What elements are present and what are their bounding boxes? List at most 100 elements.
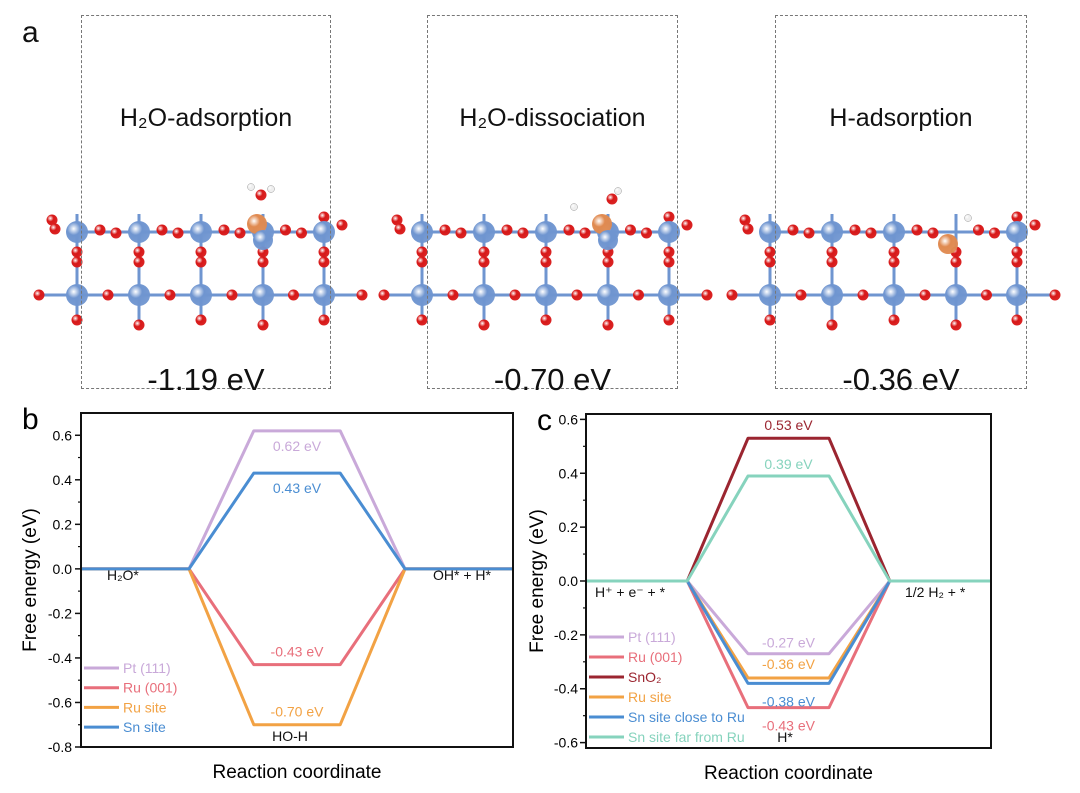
oxygen-atom xyxy=(927,227,939,239)
state-label: 1/2 H₂ + * xyxy=(905,584,966,600)
oxygen-atom xyxy=(563,224,575,236)
y-tick-label: -0.2 xyxy=(48,605,72,621)
oxygen-atom xyxy=(416,246,428,258)
oxygen-atom xyxy=(602,256,614,268)
oxygen-atom xyxy=(288,289,299,301)
panel-letter-b: b xyxy=(22,403,39,436)
oxygen-atom xyxy=(973,224,984,236)
energy-value-label: 0.43 eV xyxy=(273,480,322,496)
hydrogen-atom xyxy=(570,203,578,211)
y-tick-label: -0.2 xyxy=(554,627,578,643)
oxygen-atom xyxy=(164,289,176,301)
structure-panel-3 xyxy=(726,211,1061,331)
stage-energy: -0.70 eV xyxy=(493,362,612,397)
legend-label: Pt (111) xyxy=(628,629,676,645)
series-line-3 xyxy=(81,471,513,571)
chart-c: c 0.6 0.4 0.2 0.0 -0.2 -0.4 -0.6 Free energy (eV… xyxy=(527,404,992,784)
oxygen-atom xyxy=(156,224,168,236)
structure-panel-1 xyxy=(33,183,368,331)
stage-energy: -1.19 eV xyxy=(147,362,265,397)
series-line-5 xyxy=(586,474,991,583)
legend-label: Pt (111) xyxy=(123,660,171,676)
metal-atom xyxy=(313,221,335,243)
metal-atom xyxy=(313,284,335,306)
hydrogen-atom xyxy=(267,185,275,193)
oxygen-atom xyxy=(641,227,652,239)
metal-atom xyxy=(473,284,495,306)
oxygen-atom xyxy=(296,227,307,239)
metal-atom xyxy=(821,221,843,243)
oxygen-atom xyxy=(540,314,552,326)
oxygen-atom xyxy=(950,256,962,268)
oxygen-atom xyxy=(681,219,693,231)
metal-atom xyxy=(190,221,212,243)
legend-label: Sn site close to Ru xyxy=(628,709,745,725)
oxygen-atom xyxy=(501,224,513,236)
oxygen-atom xyxy=(579,227,591,239)
legend-label: Sn site xyxy=(123,719,166,735)
stage-box-adsorption: H₂O-adsorption -1.19 eV xyxy=(81,15,331,397)
legend-label: Ru (001) xyxy=(123,680,177,696)
oxygen-atom xyxy=(46,214,58,226)
y-tick-label: 0.0 xyxy=(559,573,579,589)
oxygen-atom xyxy=(172,227,184,239)
hydrogen-atom xyxy=(247,183,255,191)
x-axis-label: Reaction coordinate xyxy=(213,762,382,783)
oxygen-atom xyxy=(919,289,931,301)
oxygen-atom xyxy=(739,214,751,226)
panel-letter-a: a xyxy=(22,16,39,49)
stage-title: H₂O-dissociation xyxy=(459,104,646,132)
metal-atom xyxy=(1006,284,1028,306)
oxygen-atom xyxy=(455,227,467,239)
metal-atom xyxy=(821,284,843,306)
stage-box-dissociation: H₂O-dissociation -0.70 eV xyxy=(427,15,678,397)
oxygen-atom xyxy=(950,319,962,331)
oxygen-atom xyxy=(911,224,923,236)
oxygen-atom xyxy=(764,246,776,258)
stage-title: H-adsorption xyxy=(829,104,973,132)
dopant-atom xyxy=(938,234,958,254)
metal-atom xyxy=(597,284,619,306)
oxygen-atom xyxy=(102,289,114,301)
oxygen-atom xyxy=(478,246,490,258)
metal-atom xyxy=(598,230,618,250)
energy-value-label: 0.53 eV xyxy=(764,417,813,433)
y-tick-label: -0.4 xyxy=(554,681,578,697)
y-tick-label: 0.2 xyxy=(559,519,579,535)
energy-value-label: -0.38 eV xyxy=(762,693,816,709)
legend-label: Ru site xyxy=(123,699,167,715)
oxygen-atom xyxy=(1011,246,1023,258)
energy-value-label: -0.36 eV xyxy=(762,656,816,672)
oxygen-atom xyxy=(257,319,269,331)
oxygen-atom xyxy=(1011,211,1023,223)
metal-atom xyxy=(66,284,88,306)
oxygen-atom xyxy=(633,289,644,301)
energy-value-label: -0.27 eV xyxy=(762,635,816,651)
oxygen-atom xyxy=(133,256,145,268)
oxygen-atom xyxy=(888,314,900,326)
oxygen-atom xyxy=(888,246,900,258)
oxygen-atom xyxy=(416,256,428,268)
oxygen-atom xyxy=(1011,256,1023,268)
energy-value-label: 0.39 eV xyxy=(764,456,813,472)
oxygen-atom xyxy=(439,224,451,236)
legend-label: Ru site xyxy=(628,689,672,705)
metal-atom xyxy=(66,221,88,243)
legend-label: SnO₂ xyxy=(628,669,661,685)
oxygen-atom xyxy=(701,289,713,301)
oxygen-atom xyxy=(478,319,490,331)
state-label: HO-H xyxy=(272,728,308,744)
legend-label: Ru (001) xyxy=(628,649,682,665)
stage-title: H₂O-adsorption xyxy=(119,104,293,132)
oxygen-atom xyxy=(234,227,246,239)
oxygen-atom xyxy=(517,227,529,239)
oxygen-atom xyxy=(865,227,877,239)
y-tick-label: -0.8 xyxy=(48,739,72,755)
oxygen-atom xyxy=(257,256,269,268)
oxygen-atom xyxy=(94,224,106,236)
chart-b: b 0.6 0.4 0.2 0.0 -0.2 -0.4 -0.6 -0.8 Free energy… xyxy=(20,403,514,783)
state-label: H₂O* xyxy=(107,567,139,583)
metal-atom xyxy=(128,221,150,243)
oxygen-atom xyxy=(663,246,675,258)
